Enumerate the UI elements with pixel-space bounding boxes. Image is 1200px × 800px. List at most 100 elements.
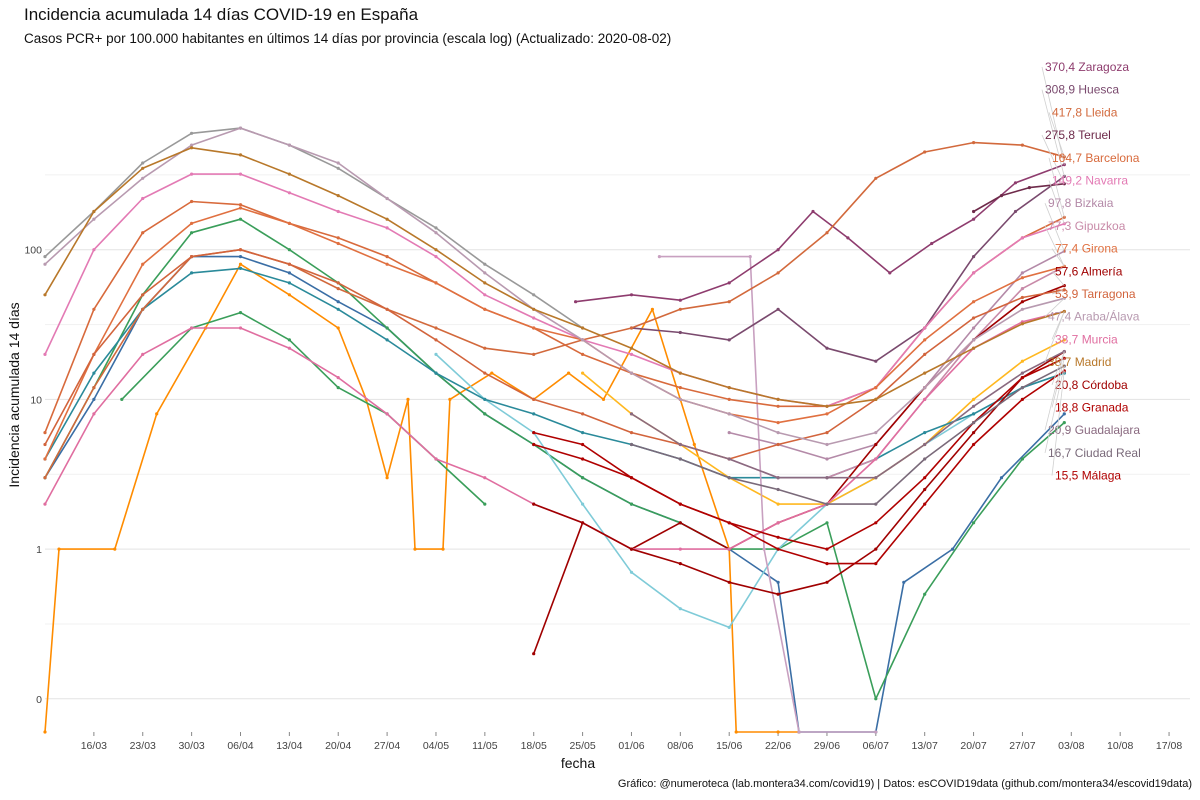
series-point <box>532 307 536 311</box>
series-point <box>434 281 438 285</box>
series-point <box>141 166 145 170</box>
series-label: 77,3 Gipuzkoa <box>1048 219 1126 233</box>
series-point <box>336 326 340 330</box>
series-point <box>874 730 878 734</box>
series-point <box>727 300 731 304</box>
series-point <box>238 206 243 210</box>
series-point <box>727 431 731 435</box>
series-point <box>776 307 780 311</box>
series-point <box>581 431 585 435</box>
series-line-huesca <box>631 175 1065 362</box>
series-line-tarragona <box>44 248 1065 460</box>
x-tick-label: 10/08 <box>1107 740 1133 752</box>
series-line-araba-lava <box>44 127 1065 446</box>
series-point <box>629 476 634 480</box>
x-tick-label: 27/04 <box>374 740 400 752</box>
series-point <box>287 293 291 297</box>
series-point <box>972 338 976 342</box>
series-point <box>287 221 291 225</box>
x-tick-label: 08/06 <box>667 740 693 752</box>
series-point <box>92 371 96 375</box>
x-tick-label: 06/07 <box>863 740 889 752</box>
label-leader <box>1044 203 1065 252</box>
series-point <box>776 404 780 408</box>
series-point <box>385 262 389 266</box>
x-tick-label: 18/05 <box>521 740 547 752</box>
series-point <box>1020 386 1024 390</box>
series-point <box>532 316 536 320</box>
series-point <box>532 442 536 447</box>
series-point <box>1062 412 1066 416</box>
series-point <box>825 562 829 566</box>
series-point <box>678 547 682 551</box>
x-tick-label: 13/04 <box>276 740 302 752</box>
series-point <box>385 476 389 480</box>
series-point <box>532 412 536 416</box>
series-point <box>238 326 243 330</box>
series-point <box>923 431 927 435</box>
series-point <box>92 397 96 401</box>
series-point <box>972 421 976 425</box>
series-point <box>797 730 801 734</box>
series-point <box>43 457 47 461</box>
series-point <box>532 293 536 297</box>
series-point <box>141 307 145 311</box>
series-point <box>434 231 438 235</box>
series-point <box>727 625 731 630</box>
series-point <box>727 521 731 525</box>
series-point <box>287 346 291 350</box>
series-point <box>434 371 438 375</box>
series-point <box>441 547 445 551</box>
series-point <box>874 176 878 180</box>
series-point <box>406 397 410 401</box>
series-point <box>727 412 731 416</box>
series-point <box>629 442 634 447</box>
series-point <box>825 502 829 506</box>
series-point <box>287 271 291 275</box>
series-point <box>190 146 194 150</box>
series-label: 16,7 Ciudad Real <box>1048 446 1141 460</box>
series-point <box>532 652 536 656</box>
series-point <box>874 502 878 506</box>
series-point <box>972 431 976 435</box>
series-point <box>336 194 340 198</box>
label-leader <box>1048 112 1065 157</box>
series-point <box>1062 338 1066 342</box>
series-point <box>287 338 291 342</box>
x-tick-label: 04/05 <box>423 740 449 752</box>
series-point <box>776 248 780 252</box>
series-point <box>923 592 927 596</box>
series-label: 20,8 Córdoba <box>1055 378 1128 392</box>
series-point <box>1020 276 1024 280</box>
series-point <box>650 307 655 311</box>
label-leader <box>1044 366 1065 453</box>
series-point <box>825 521 829 525</box>
y-tick-label: 100 <box>24 245 42 257</box>
series-point <box>336 307 340 311</box>
series-point <box>92 352 96 356</box>
series-point <box>776 580 780 584</box>
label-leader <box>1051 351 1065 385</box>
series-point <box>1013 209 1018 214</box>
series-point <box>776 730 780 734</box>
series-point <box>43 293 47 297</box>
series-point <box>825 580 829 584</box>
series-line-province <box>121 311 486 505</box>
series-point <box>483 281 487 285</box>
series-line-zaragoza <box>575 163 1065 303</box>
series-point <box>238 262 243 266</box>
series-point <box>43 502 47 506</box>
series-point <box>629 431 634 435</box>
series-point <box>874 442 878 447</box>
series-point <box>43 262 47 266</box>
y-tick-label: 1 <box>36 544 42 556</box>
series-point <box>532 431 536 435</box>
series-point <box>190 255 194 259</box>
series-point <box>1062 421 1066 425</box>
series-point <box>141 161 145 165</box>
series-point <box>874 386 878 390</box>
label-leader <box>1048 157 1065 218</box>
series-labels: 370,4 Zaragoza 308,9 Huesca 417,8 Lleida 27… <box>1041 60 1141 483</box>
series-point <box>923 352 927 356</box>
x-tick-label: 29/06 <box>814 740 840 752</box>
